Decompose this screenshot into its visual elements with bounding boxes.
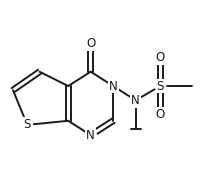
- Text: O: O: [156, 108, 165, 121]
- Text: N: N: [109, 80, 118, 92]
- Text: S: S: [156, 80, 164, 92]
- Text: N: N: [131, 94, 140, 107]
- Text: N: N: [86, 129, 95, 142]
- Text: S: S: [24, 118, 31, 131]
- Text: O: O: [156, 51, 165, 64]
- Text: O: O: [86, 37, 95, 50]
